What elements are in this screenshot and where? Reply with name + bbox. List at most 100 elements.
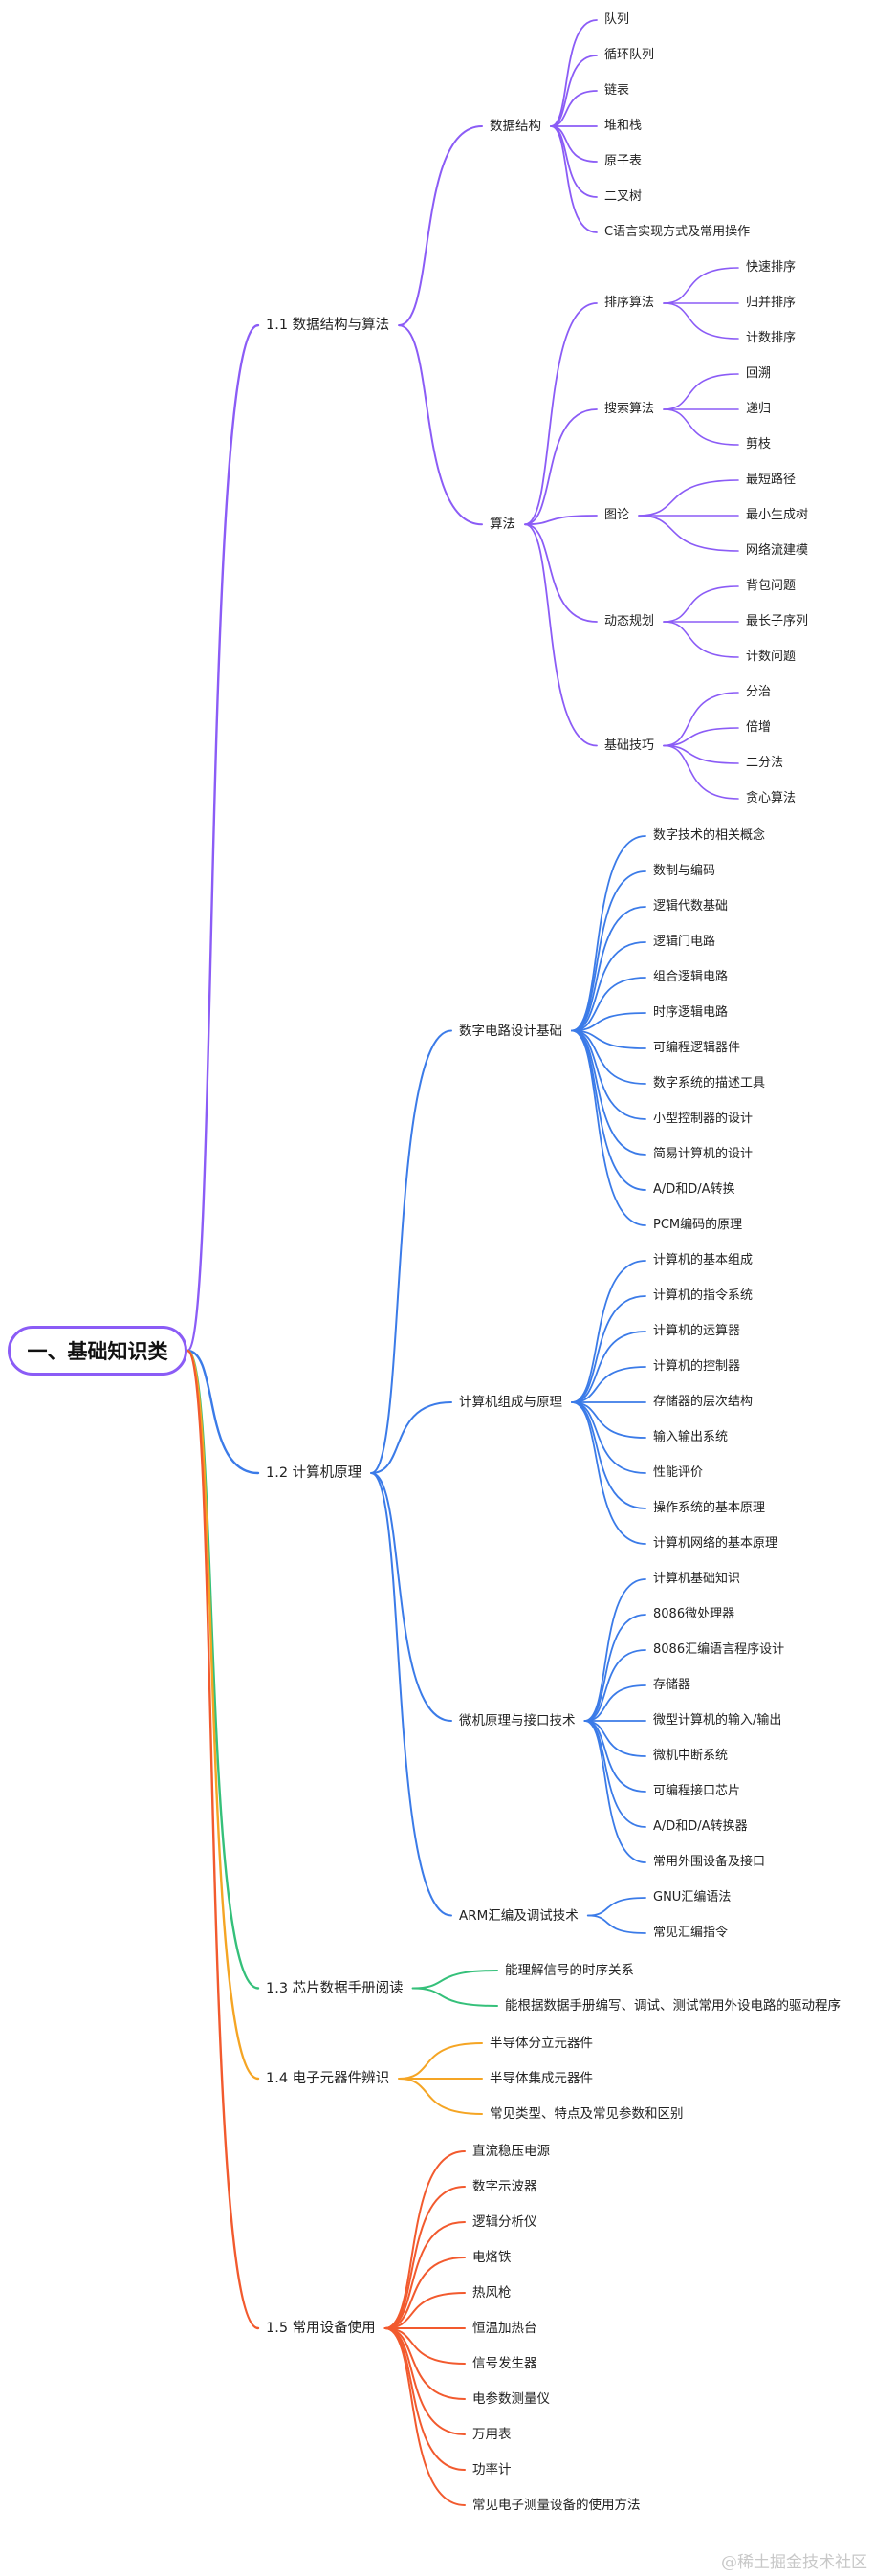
leaf-node[interactable]: 存储器: [653, 1678, 691, 1692]
branch-node[interactable]: 排序算法: [604, 296, 655, 310]
leaf-node[interactable]: 二分法: [746, 756, 784, 770]
leaf-node[interactable]: 计算机的指令系统: [653, 1288, 754, 1303]
connector-line: [398, 324, 483, 526]
leaf-node[interactable]: 万用表: [472, 2427, 512, 2442]
leaf-node[interactable]: 半导体分立元器件: [490, 2036, 593, 2051]
branch-node[interactable]: 计算机组成与原理: [459, 1395, 562, 1410]
leaf-node[interactable]: 性能评价: [653, 1465, 704, 1480]
leaf-node[interactable]: 逻辑门电路: [653, 935, 716, 949]
leaf-node[interactable]: C语言实现方式及常用操作: [604, 225, 751, 239]
leaf-node[interactable]: 链表: [604, 83, 630, 98]
leaf-node[interactable]: 递归: [746, 402, 772, 416]
leaf-node[interactable]: 简易计算机的设计: [653, 1147, 754, 1161]
section-node[interactable]: 1.5 常用设备使用: [266, 2321, 376, 2336]
section-node[interactable]: 1.3 芯片数据手册阅读: [266, 1980, 404, 1996]
leaf-node[interactable]: 常见类型、特点及常见参数和区别: [490, 2106, 684, 2122]
leaf-node[interactable]: 时序逻辑电路: [653, 1005, 729, 1020]
connector-line: [398, 125, 483, 327]
leaf-node[interactable]: 逻辑分析仪: [472, 2214, 537, 2230]
leaf-node[interactable]: 数制与编码: [653, 864, 716, 878]
leaf-node[interactable]: 计数排序: [746, 331, 797, 345]
leaf-node[interactable]: 微型计算机的输入/输出: [653, 1713, 782, 1728]
leaf-node[interactable]: 小型控制器的设计: [653, 1112, 754, 1126]
root-node[interactable]: 一、基础知识类: [8, 1326, 187, 1376]
leaf-node[interactable]: 最短路径: [746, 473, 797, 487]
leaf-node[interactable]: 背包问题: [746, 579, 797, 593]
leaf-node[interactable]: 最长子序列: [746, 614, 809, 628]
leaf-node[interactable]: 电参数测量仪: [472, 2391, 550, 2407]
leaf-node[interactable]: 计算机网络的基本原理: [653, 1536, 778, 1551]
leaf-node[interactable]: 剪枝: [746, 437, 772, 451]
connector-line: [571, 1012, 646, 1032]
leaf-node[interactable]: A/D和D/A转换器: [653, 1819, 748, 1834]
leaf-node[interactable]: 可编程接口芯片: [653, 1784, 741, 1798]
leaf-node[interactable]: 二叉树: [604, 189, 643, 204]
leaf-node[interactable]: 常用外围设备及接口: [653, 1855, 766, 1869]
leaf-node[interactable]: 8086微处理器: [653, 1607, 735, 1621]
connector-line: [383, 2257, 466, 2329]
leaf-node[interactable]: 数字系统的描述工具: [653, 1076, 766, 1090]
connector-line: [638, 515, 739, 552]
leaf-node[interactable]: 分治: [746, 685, 772, 699]
leaf-node[interactable]: 计数问题: [746, 650, 797, 664]
leaf-node[interactable]: PCM编码的原理: [653, 1218, 743, 1232]
leaf-node[interactable]: 网络流建模: [746, 543, 809, 558]
connector-line: [383, 2292, 466, 2329]
leaf-node[interactable]: 常见汇编指令: [653, 1926, 729, 1940]
branch-node[interactable]: 动态规划: [604, 614, 655, 628]
leaf-node[interactable]: 直流稳压电源: [472, 2144, 550, 2159]
leaf-node[interactable]: 热风枪: [472, 2285, 512, 2301]
leaf-node[interactable]: 循环队列: [604, 48, 655, 62]
branch-node[interactable]: 基础技巧: [604, 738, 655, 753]
leaf-node[interactable]: 恒温加热台: [472, 2321, 537, 2336]
leaf-node[interactable]: 贪心算法: [746, 791, 797, 805]
section-node[interactable]: 1.2 计算机原理: [266, 1465, 362, 1481]
leaf-node[interactable]: 逻辑代数基础: [653, 899, 729, 914]
leaf-node[interactable]: 最小生成树: [746, 508, 809, 522]
leaf-node[interactable]: 计算机的运算器: [653, 1324, 741, 1338]
leaf-node[interactable]: 倍增: [746, 720, 772, 735]
leaf-node[interactable]: 数字技术的相关概念: [653, 828, 766, 843]
leaf-node[interactable]: 微机中断系统: [653, 1749, 729, 1763]
section-node[interactable]: 1.4 电子元器件辨识: [266, 2071, 390, 2086]
leaf-node[interactable]: 半导体集成元器件: [490, 2071, 593, 2086]
leaf-node[interactable]: 计算机的基本组成: [653, 1253, 754, 1267]
connector-line: [550, 55, 598, 127]
leaf-node[interactable]: 数字示波器: [472, 2179, 537, 2194]
leaf-node[interactable]: 计算机基础知识: [653, 1572, 741, 1586]
branch-node[interactable]: 搜索算法: [604, 402, 655, 416]
branch-node[interactable]: 数据结构: [490, 119, 541, 134]
connector-line: [383, 2150, 466, 2329]
leaf-node[interactable]: 堆和栈: [604, 119, 643, 133]
leaf-node[interactable]: GNU汇编语法: [653, 1890, 732, 1904]
connector-line: [186, 323, 260, 1353]
leaf-node[interactable]: 8086汇编语言程序设计: [653, 1642, 785, 1657]
leaf-node[interactable]: 原子表: [604, 154, 643, 168]
leaf-node[interactable]: 电烙铁: [472, 2250, 512, 2265]
leaf-node[interactable]: 队列: [604, 12, 630, 27]
leaf-node[interactable]: 操作系统的基本原理: [653, 1501, 766, 1515]
leaf-node[interactable]: 计算机的控制器: [653, 1359, 741, 1374]
leaf-node[interactable]: 组合逻辑电路: [653, 970, 729, 984]
leaf-node[interactable]: 输入输出系统: [653, 1430, 729, 1444]
leaf-node[interactable]: 能根据数据手册编写、调试、测试常用外设电路的驱动程序: [505, 1998, 841, 2014]
branch-node[interactable]: 数字电路设计基础: [459, 1023, 562, 1039]
leaf-node[interactable]: 信号发生器: [472, 2356, 537, 2371]
leaf-node[interactable]: 常见电子测量设备的使用方法: [472, 2498, 641, 2513]
branch-node[interactable]: ARM汇编及调试技术: [459, 1907, 579, 1924]
leaf-node[interactable]: 归并排序: [746, 296, 797, 310]
section-node[interactable]: 1.1 数据结构与算法: [266, 318, 390, 334]
leaf-node[interactable]: 功率计: [472, 2462, 512, 2477]
leaf-node[interactable]: 快速排序: [746, 260, 797, 275]
branch-node[interactable]: 微机原理与接口技术: [459, 1713, 576, 1728]
leaf-node[interactable]: 回溯: [746, 366, 772, 381]
leaf-node[interactable]: 存储器的层次结构: [653, 1395, 754, 1409]
connector-line: [383, 2221, 466, 2329]
branch-node[interactable]: 算法: [490, 517, 515, 533]
leaf-node[interactable]: 可编程逻辑器件: [653, 1041, 741, 1055]
branch-node[interactable]: 图论: [604, 508, 630, 522]
connector-line: [383, 2327, 466, 2365]
connector-line: [571, 870, 646, 1032]
leaf-node[interactable]: A/D和D/A转换: [653, 1182, 735, 1197]
leaf-node[interactable]: 能理解信号的时序关系: [505, 1963, 634, 1978]
